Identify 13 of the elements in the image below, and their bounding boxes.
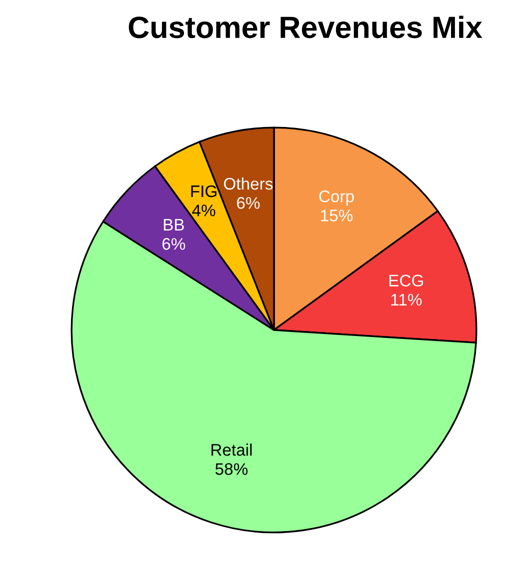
chart-title: Customer Revenues Mix xyxy=(128,16,482,38)
slice-label: ECG xyxy=(389,274,423,286)
data-label: 4% xyxy=(192,204,216,216)
data-label: 15% xyxy=(321,210,353,222)
data-label: 58% xyxy=(215,463,248,475)
slice-label: FIG xyxy=(191,185,216,198)
data-label: 11% xyxy=(391,294,422,306)
slice-label: Retail xyxy=(212,444,252,456)
data-label: 6% xyxy=(237,197,260,209)
slice-label: BB xyxy=(164,219,184,231)
slice-label: Others xyxy=(224,177,273,190)
slice-label: Corp xyxy=(319,190,354,206)
data-label: 6% xyxy=(162,238,186,250)
